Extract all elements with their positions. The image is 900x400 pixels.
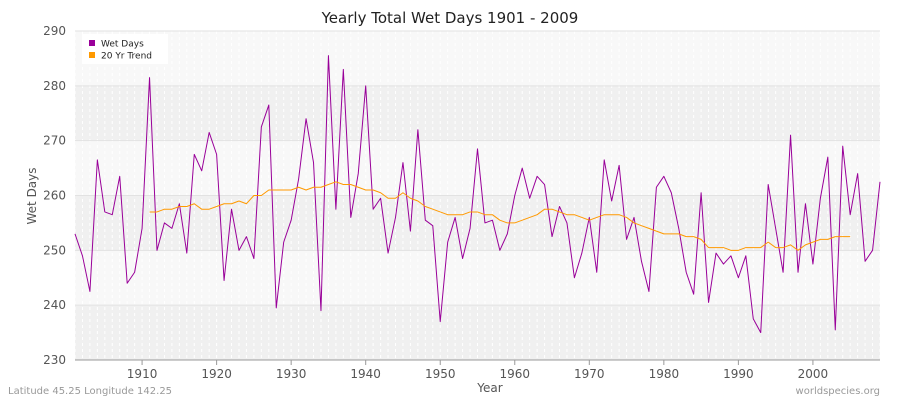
x-tick-label: 1970 — [574, 367, 605, 381]
y-tick-label: 250 — [43, 243, 66, 257]
chart-title: Yearly Total Wet Days 1901 - 2009 — [321, 9, 579, 27]
horizontal-grid — [75, 30, 880, 361]
legend-label-trend: 20 Yr Trend — [101, 52, 152, 62]
series-layer — [74, 55, 881, 334]
x-tick-label: 1940 — [350, 367, 381, 381]
legend-label-wet-days: Wet Days — [101, 40, 144, 50]
y-axis-ticks: 230 240 250 260 270 280 290 — [43, 24, 66, 367]
footer-source: worldspecies.org — [796, 386, 880, 397]
x-tick-label: 1980 — [649, 367, 680, 381]
y-tick-label: 230 — [43, 353, 66, 367]
x-tick-label: 2000 — [798, 367, 829, 381]
y-tick-label: 280 — [43, 79, 66, 93]
x-axis-label: Year — [476, 381, 502, 395]
plot-band — [75, 85, 880, 141]
legend-swatch-wet-days — [89, 40, 95, 46]
plot-band — [75, 31, 880, 86]
series-line-wet-days — [74, 55, 881, 334]
y-axis-label: Wet Days — [25, 167, 39, 224]
y-tick-label: 260 — [43, 189, 66, 203]
x-tick-label: 1920 — [201, 367, 232, 381]
x-axis-ticks: 1910 1920 1930 1940 1950 1960 1970 1980 1990 2000 — [127, 360, 828, 381]
x-tick-label: 1910 — [127, 367, 158, 381]
legend-box — [82, 34, 168, 64]
series-line-trend — [149, 181, 851, 251]
y-tick-label: 290 — [43, 24, 66, 38]
x-tick-label: 1990 — [723, 367, 754, 381]
legend-swatch-trend — [89, 52, 95, 58]
y-tick-label: 270 — [43, 134, 66, 148]
x-tick-label: 1950 — [425, 367, 456, 381]
x-tick-label: 1930 — [276, 367, 307, 381]
legend: Wet Days 20 Yr Trend — [82, 34, 168, 64]
x-tick-label: 1960 — [499, 367, 530, 381]
footer-location: Latitude 45.25 Longitude 142.25 — [8, 386, 172, 397]
y-tick-label: 240 — [43, 298, 66, 312]
